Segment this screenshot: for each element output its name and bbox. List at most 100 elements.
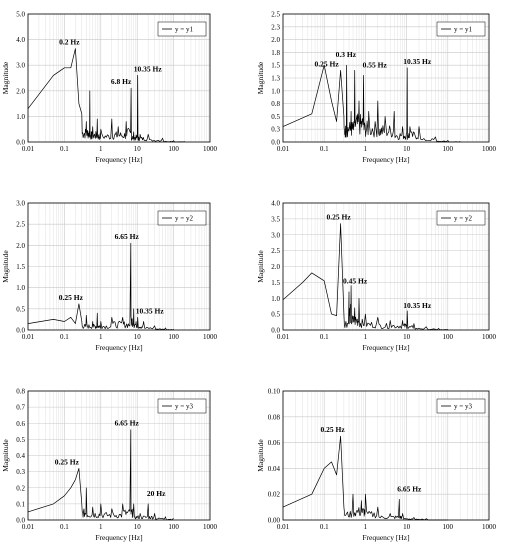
x-tick-label: 10 (403, 523, 411, 531)
chart-panel-1: 0.01 0.1 1 10 100 1000 0.0 1.0 2.0 3.0 4.0 5.0 Frequ… (1, 11, 218, 165)
x-tick-label: 0.1 (60, 523, 69, 531)
plot-frame (282, 390, 490, 521)
x-tick-label: 100 (168, 523, 179, 531)
peak-annotation: 0.55 Hz (363, 60, 388, 69)
y-tick-label: 0.02 (268, 491, 281, 499)
x-axis-title: Frequency [Hz] (362, 155, 409, 164)
x-axis-title: Frequency [Hz] (362, 533, 409, 542)
x-tick-label: 1 (99, 145, 103, 153)
y-tick-label: 0.0 (16, 139, 25, 147)
x-tick-label: 1 (364, 333, 368, 341)
y-tick-label: 0.5 (16, 436, 25, 444)
y-tick-label: 1.3 (271, 75, 280, 83)
y-tick-label: 4.0 (16, 36, 25, 44)
x-axis-title: Frequency [Hz] (362, 343, 409, 352)
legend-label: y = y3 (175, 403, 193, 411)
peak-annotation: 6.8 Hz (111, 77, 132, 86)
x-tick-label: 100 (443, 333, 454, 341)
chart-panel-6: 0.01 0.1 1 10 100 1000 0.00 0.02 0.04 0.06 0.08 0.1… (256, 388, 497, 543)
y-tick-label: 2.5 (271, 11, 280, 19)
x-tick-label: 1000 (203, 145, 218, 153)
peak-annotation: 6.65 Hz (397, 484, 422, 493)
y-tick-label: 0.4 (16, 452, 25, 460)
y-tick-label: 0.8 (16, 388, 25, 396)
x-tick-label: 1 (364, 523, 368, 531)
y-tick-label: 0.08 (268, 413, 281, 421)
x-tick-label: 1000 (203, 333, 218, 341)
spectrum-line (282, 223, 448, 331)
y-axis-title: Magnitude (256, 61, 265, 94)
x-tick-label: 0.01 (22, 333, 35, 341)
x-tick-label: 0.01 (277, 145, 290, 153)
legend-label: y = y1 (454, 26, 472, 34)
y-tick-label: 1.5 (271, 279, 280, 287)
spectrum-line (27, 429, 174, 521)
y-tick-label: 1.5 (271, 62, 280, 70)
x-tick-label: 1 (99, 333, 103, 341)
spectrum-line (27, 48, 185, 143)
peak-annotation: 10.35 Hz (403, 57, 432, 66)
y-tick-label: 0.5 (16, 305, 25, 313)
y-axis-title: Magnitude (1, 439, 10, 472)
plot-frame (27, 390, 211, 521)
peak-annotation: 10.35 Hz (136, 306, 165, 315)
y-tick-label: 2.0 (271, 36, 280, 44)
x-tick-label: 1000 (482, 145, 497, 153)
y-tick-label: 0.6 (16, 420, 25, 428)
x-tick-label: 1000 (482, 333, 497, 341)
y-tick-label: 2.0 (16, 87, 25, 95)
x-tick-label: 10 (403, 333, 411, 341)
legend-box (157, 398, 207, 414)
chart-panel-2: 0.01 0.1 1 10 100 1000 0.0 0.3 0.5 0.8 1.0 1.3 1.5 1.… (256, 11, 497, 165)
x-tick-label: 0.01 (22, 145, 35, 153)
peak-annotation: 20 Hz (147, 489, 166, 498)
y-tick-label: 0.7 (16, 404, 25, 412)
y-tick-label: 5.0 (16, 11, 25, 19)
peak-annotation: 10.35 Hz (403, 301, 432, 310)
legend: y = y1 (436, 21, 486, 37)
y-tick-label: 0.10 (268, 388, 281, 396)
legend: y = y3 (157, 398, 207, 414)
x-tick-label: 0.1 (320, 523, 329, 531)
plot-frame (282, 202, 490, 331)
x-tick-label: 0.1 (60, 145, 69, 153)
y-tick-label: 0.8 (271, 100, 280, 108)
x-tick-label: 100 (168, 145, 179, 153)
y-tick-label: 3.5 (271, 215, 280, 223)
y-tick-label: 0.2 (16, 484, 25, 492)
y-tick-label: 1.0 (271, 87, 280, 95)
y-tick-label: 0.0 (271, 327, 280, 335)
y-tick-label: 2.5 (271, 247, 280, 255)
x-tick-label: 100 (168, 333, 179, 341)
peak-annotation: 0.25 Hz (59, 293, 84, 302)
peak-annotation: 0.25 Hz (55, 457, 80, 466)
legend-label: y = y2 (175, 215, 193, 223)
x-tick-label: 1 (364, 145, 368, 153)
y-tick-label: 3.0 (16, 62, 25, 70)
legend-label: y = y3 (454, 403, 472, 411)
legend-box (157, 21, 207, 37)
peak-annotation: 0.25 Hz (315, 59, 340, 68)
legend-box (157, 210, 207, 226)
y-tick-label: 1.0 (16, 284, 25, 292)
x-tick-label: 1000 (482, 523, 497, 531)
y-tick-label: 0.00 (268, 517, 281, 525)
x-axis-title: Frequency [Hz] (95, 533, 142, 542)
plot-frame (27, 202, 211, 331)
legend-label: y = y2 (454, 215, 472, 223)
x-tick-label: 10 (134, 145, 142, 153)
y-tick-label: 2.0 (271, 263, 280, 271)
chart-panel-3: 0.01 0.1 1 10 100 1000 0.0 0.5 1.0 1.5 2.0 2.5 3.0 Fr… (1, 200, 218, 353)
y-tick-label: 0.0 (271, 139, 280, 147)
x-tick-label: 0.01 (277, 333, 290, 341)
x-tick-label: 1 (99, 523, 103, 531)
legend: y = y2 (157, 210, 207, 226)
y-axis-title: Magnitude (1, 61, 10, 94)
y-tick-label: 3.0 (271, 231, 280, 239)
legend: y = y3 (436, 398, 486, 414)
peak-annotation: 0.25 Hz (327, 213, 352, 222)
y-tick-label: 1.8 (271, 49, 280, 57)
y-tick-label: 2.5 (16, 221, 25, 229)
y-tick-label: 1.5 (16, 263, 25, 271)
